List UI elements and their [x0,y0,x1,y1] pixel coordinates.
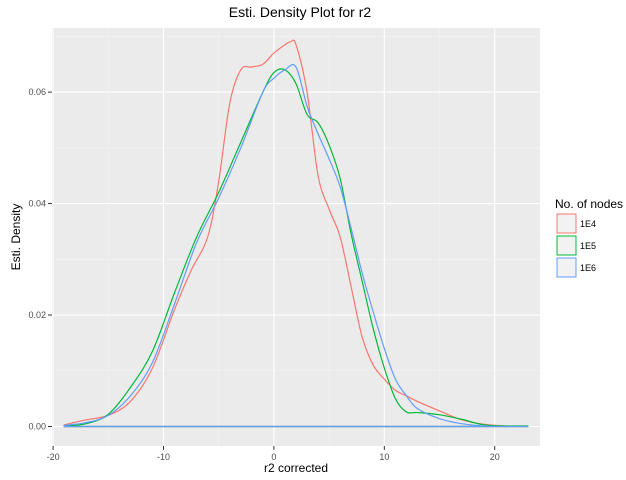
density-line-1e4 [63,39,529,428]
plot-panel [52,28,540,446]
x-tick-label: 20 [490,452,500,462]
legend-label-1e5: 1E5 [580,241,596,251]
legend-key-1e5 [556,235,577,256]
axes: -20 -10 0 10 20 0.00 0.02 0.04 0.06 [28,87,499,462]
y-tick-label: 0.06 [28,87,46,97]
density-lines [63,39,529,428]
y-tick-label: 0.02 [28,310,46,320]
legend-key-1e6 [556,257,577,278]
x-axis-title: r2 corrected [264,461,328,475]
x-tick-label: 10 [379,452,389,462]
y-tick-label: 0.00 [28,421,46,431]
chart-title: Esti. Density Plot for r2 [229,4,372,20]
density-line-1e5 [63,68,529,428]
x-tick-label: 0 [271,452,276,462]
legend-label-1e4: 1E4 [580,219,596,229]
density-line-1e6 [63,64,529,428]
legend-label-1e6: 1E6 [580,263,596,273]
y-tick-label: 0.04 [28,199,46,209]
x-tick-label: -20 [47,452,60,462]
x-tick-label: -10 [157,452,170,462]
y-axis-title: Esti. Density [9,204,23,271]
legend-title: No. of nodes [555,197,623,211]
legend: No. of nodes 1E4 1E5 1E6 [555,197,623,278]
legend-key-1e4 [556,213,577,234]
